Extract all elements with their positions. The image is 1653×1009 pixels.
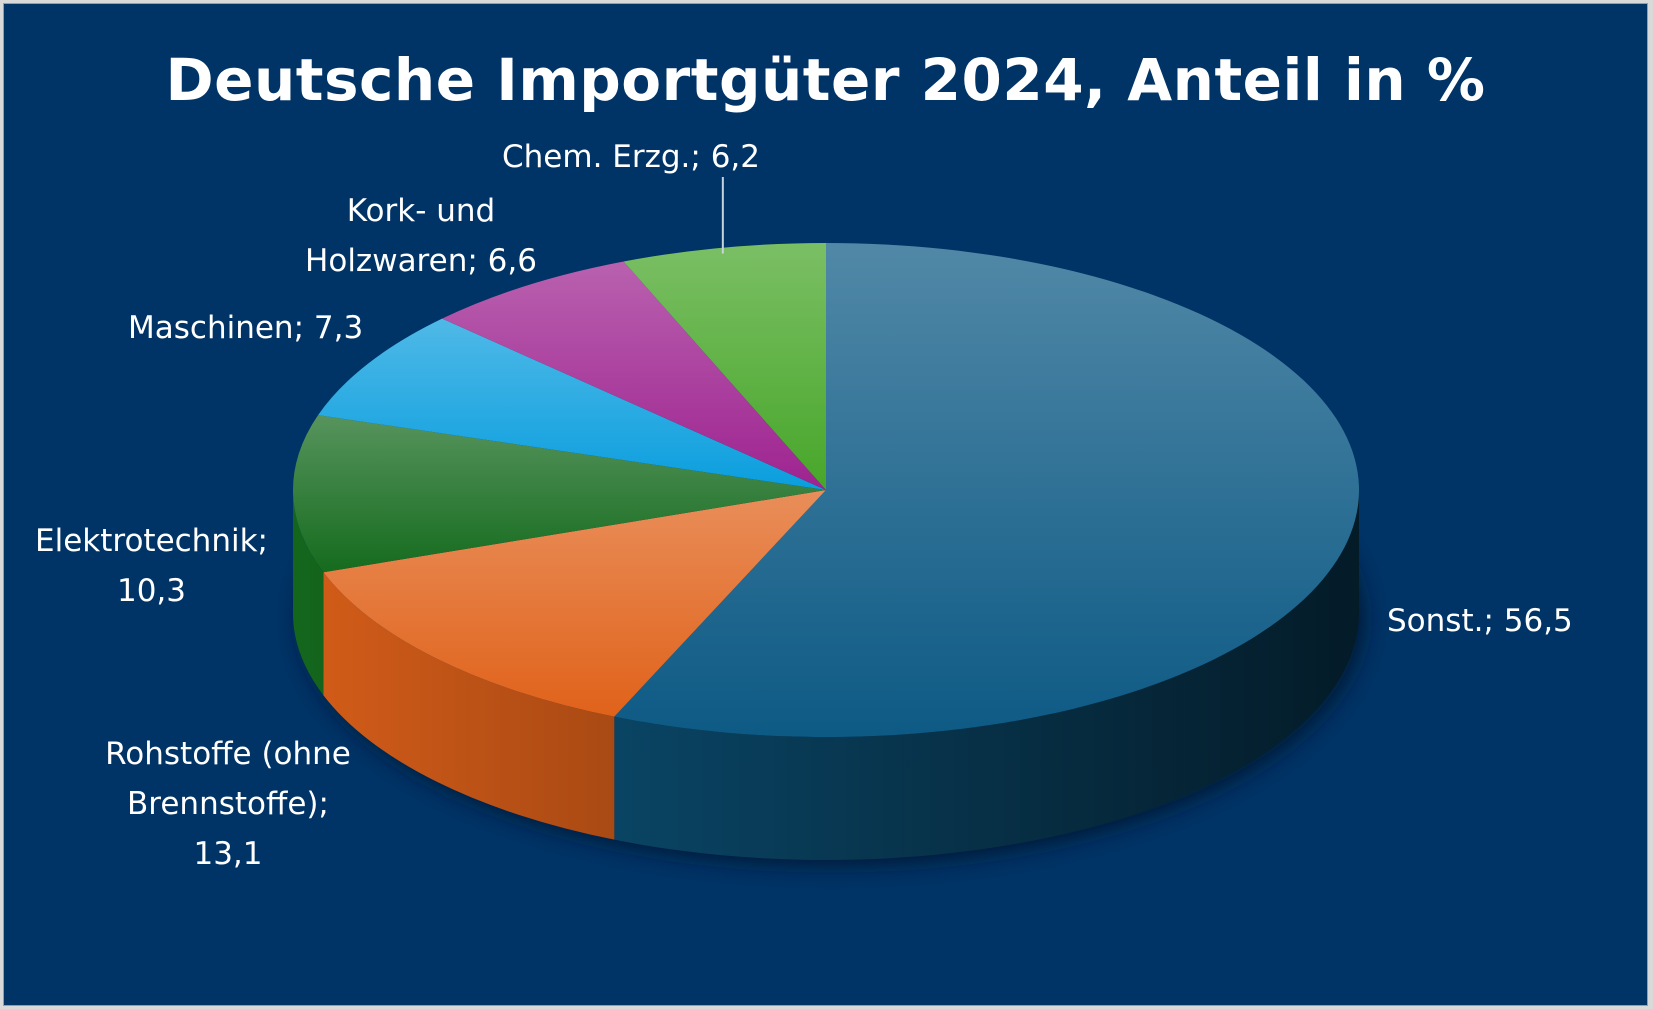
slice-maschinen [318,318,826,490]
slice-side-sonst [614,490,1359,860]
slice-chem-erzg [623,243,826,490]
slice-label-kork-holzwaren: Kork- und Holzwaren; 6,6 [305,193,537,279]
slice-rohstoffe-ohne-brennstoffe [323,490,826,717]
slice-label-rohstoffe: Rohstoffe (ohne Brennstoffe); 13,1 [105,736,351,872]
slice-sonst [614,243,1359,737]
chart-frame: Deutsche Importgüter 2024, Anteil in % S… [3,3,1648,1006]
slice-label-maschinen: Maschinen; 7,3 [128,310,364,346]
pie-chart [292,177,1365,866]
slice-label-sonst: Sonst.; 56,5 [1387,603,1573,639]
slice-label-chem-erzg: Chem. Erzg.; 6,2 [502,139,761,175]
slice-side-elektrotechnik [293,490,324,696]
slice-elektrotechnik [292,415,826,573]
slice-kork-und-holzwaren [442,261,826,490]
slice-label-elektrotechnik: Elektrotechnik; 10,3 [35,523,268,609]
chart-title: Deutsche Importgüter 2024, Anteil in % [165,46,1486,114]
slice-side-rohstoffe-ohne-brennstoffe [323,572,615,840]
